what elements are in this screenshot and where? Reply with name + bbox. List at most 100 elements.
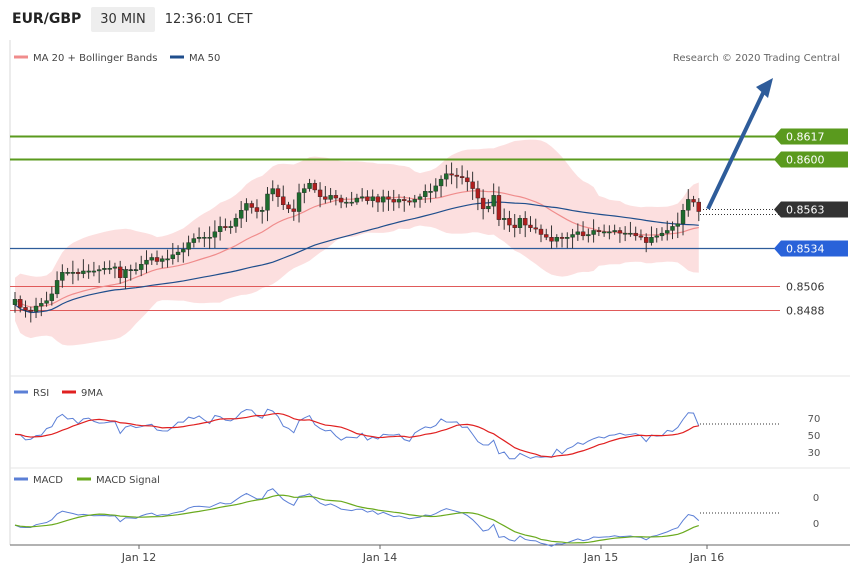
candle-body: [33, 305, 39, 312]
timeframe-badge[interactable]: 30 MIN: [91, 6, 155, 32]
candle-body: [349, 201, 354, 204]
candle-body: [575, 231, 581, 235]
candle-body: [580, 231, 586, 237]
rsi-line: [14, 408, 700, 460]
x-tick-label: Jan 16: [689, 551, 724, 564]
candle-body: [670, 226, 675, 231]
candle-body: [475, 188, 481, 199]
candle-body: [680, 209, 686, 224]
candle-body: [81, 270, 86, 274]
candle-body: [23, 307, 28, 311]
candle-body: [596, 230, 602, 232]
x-tick-label: Jan 12: [121, 551, 156, 564]
candle-body: [207, 236, 212, 239]
forecast-arrow: [706, 78, 773, 210]
candle-body: [196, 236, 202, 239]
candle-body: [39, 303, 44, 307]
candle-body: [123, 269, 128, 278]
candle-body: [570, 234, 575, 238]
candle-body: [402, 199, 407, 201]
candle-body: [186, 242, 191, 250]
candle-body: [486, 205, 491, 210]
candle-body: [291, 208, 296, 212]
candle-body: [381, 196, 386, 203]
macd-tick-label: 0: [813, 493, 819, 504]
candle-body: [517, 218, 523, 228]
candle-body: [538, 228, 544, 235]
candle-body: [75, 272, 81, 274]
rsi-ma-legend-label: 9MA: [81, 388, 103, 399]
level-lines: [10, 135, 780, 311]
candle-body: [444, 173, 449, 180]
candle-body: [244, 203, 249, 211]
candle-body: [559, 236, 565, 239]
candle-body: [691, 199, 696, 203]
macd-panel: 00: [14, 488, 819, 547]
level-label: 0.8600: [786, 154, 825, 167]
candle-body: [480, 197, 486, 210]
candle-body: [638, 235, 644, 238]
candle-body: [286, 204, 291, 210]
candle-body: [407, 200, 412, 203]
candle-body: [328, 195, 333, 200]
candle-body: [102, 268, 107, 270]
candle-body: [586, 234, 591, 237]
candle-body: [91, 270, 97, 273]
candle-body: [307, 182, 312, 189]
candle-body: [465, 177, 470, 183]
candle-body: [412, 199, 417, 203]
candle-body: [565, 236, 570, 239]
candle-body: [628, 232, 633, 235]
level-label-box: [774, 201, 848, 218]
candle-body: [96, 269, 102, 272]
candle-body: [665, 230, 670, 234]
rsi-panel: 30 50 70: [14, 408, 821, 460]
macd-legend: MACD MACD Signal: [14, 475, 160, 486]
candle-body: [270, 188, 275, 195]
candle-body: [549, 236, 554, 242]
candle-body: [296, 192, 302, 212]
candle-body: [654, 235, 659, 238]
candle-body: [459, 176, 465, 178]
candle-body: [675, 223, 680, 227]
candle-body: [117, 266, 123, 278]
candle-body: [265, 193, 270, 211]
candle-body: [86, 270, 91, 273]
candle-body: [323, 196, 328, 200]
candle-body: [365, 196, 370, 201]
candle-body: [491, 195, 496, 207]
candle-body: [275, 188, 281, 197]
candle-body: [686, 199, 691, 211]
ma50-line: [14, 201, 699, 314]
candle-body: [238, 209, 244, 219]
candle-body: [254, 207, 260, 212]
candle-body: [165, 258, 170, 261]
candle-body: [228, 226, 233, 228]
candle-body: [496, 195, 502, 220]
candle-body: [202, 236, 207, 239]
candle-body: [139, 264, 144, 270]
rsi-legend-label: RSI: [33, 388, 49, 399]
chart-header: EUR/GBP 30 MIN 12:36:01 CET: [2, 6, 262, 32]
macd-signal-legend-label: MACD Signal: [96, 475, 160, 486]
candle-body: [60, 272, 65, 281]
candle-body: [507, 218, 512, 226]
rsi-tick-label: 50: [808, 431, 821, 442]
level-label: 0.8617: [786, 131, 825, 144]
candle-body: [70, 272, 76, 274]
macd-legend-label: MACD: [33, 475, 63, 486]
candle-body: [649, 236, 654, 243]
level-label-box: [774, 128, 848, 145]
candle-body: [49, 293, 55, 301]
rsi-ma-line: [14, 412, 699, 458]
candle-body: [386, 196, 391, 200]
level-label: 0.8488: [786, 305, 825, 318]
candle-body: [175, 251, 181, 255]
level-labels: 0.8617 0.8600 0.8563 0.8534 0.8506 0.8488: [774, 128, 848, 318]
candle-body: [338, 197, 344, 203]
x-tick-label: Jan 15: [583, 551, 618, 564]
candle-body: [359, 196, 365, 199]
candle-body: [181, 249, 186, 253]
candle-body: [144, 259, 149, 265]
